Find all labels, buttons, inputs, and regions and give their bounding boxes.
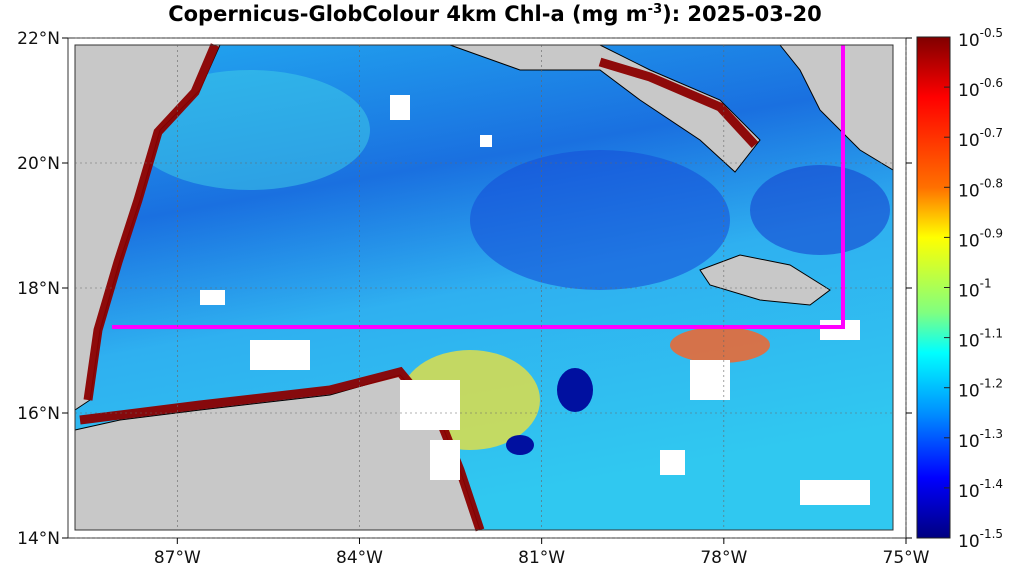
lat-label: 22°N (17, 29, 60, 49)
low-chl-patch (506, 435, 534, 455)
colorbar-label: 10-0.8 (958, 176, 1003, 201)
colorbar-label: 10-0.7 (958, 126, 1003, 151)
colorbar-label: 10-1 (958, 277, 992, 302)
land-masses (74, 44, 894, 531)
map-inner-border (74, 44, 894, 531)
axis-ticks: 22°N 20°N 18°N 16°N 14°N 87°W 84°W 81°W 78°W 75°W (17, 29, 930, 568)
lon-label: 84°W (336, 548, 383, 568)
low-chl-gyre (470, 150, 730, 290)
colorbar-label: 10-1.5 (958, 527, 1003, 552)
lon-label: 81°W (518, 548, 565, 568)
lat-label: 18°N (17, 279, 60, 299)
colorbar-label: 10-1.2 (958, 377, 1003, 402)
colorbar-label: 10-0.6 (958, 76, 1003, 101)
colorbar-label: 10-1.3 (958, 427, 1003, 452)
low-chl-patch (557, 368, 593, 412)
colorbar-ticks: 10-0.5 10-0.6 10-0.7 10-0.8 10-0.9 10-1 10-1.1… (944, 26, 1003, 552)
colorbar-label: 10-0.5 (958, 26, 1003, 51)
colorbar-label: 10-1.1 (958, 327, 1003, 352)
lon-label: 78°W (700, 548, 747, 568)
lat-label: 16°N (17, 404, 60, 424)
lon-label: 75°W (883, 548, 930, 568)
lat-label: 20°N (17, 154, 60, 174)
cloud-mask (200, 95, 870, 505)
lat-label: 14°N (17, 529, 60, 549)
map-title: Copernicus-GlobColour 4km Chl-a (mg m-3)… (168, 2, 822, 26)
jamaica-land (699, 254, 831, 306)
high-chl-patch (670, 327, 770, 363)
cuba-land (449, 44, 761, 173)
colorbar-label: 10-0.9 (958, 226, 1003, 251)
lon-label: 87°W (154, 548, 201, 568)
low-chl-patch (750, 165, 890, 255)
transect-line (112, 45, 845, 329)
colorbar-label: 10-1.4 (958, 477, 1003, 502)
